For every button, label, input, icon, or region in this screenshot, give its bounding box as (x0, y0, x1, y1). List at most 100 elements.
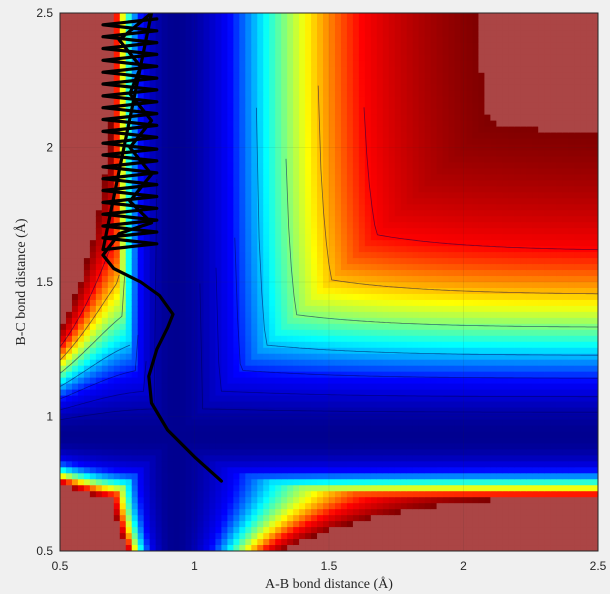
surface-cell (317, 186, 324, 193)
surface-cell (71, 371, 79, 379)
surface-cell (209, 485, 217, 492)
surface-cell (329, 347, 336, 355)
surface-cell (107, 252, 115, 259)
surface-cell (340, 126, 348, 134)
surface-cell (149, 425, 157, 433)
surface-cell (167, 108, 175, 116)
surface-cell (113, 401, 121, 409)
surface-cell (233, 84, 240, 92)
surface-cell (83, 509, 91, 516)
surface-cell (101, 431, 109, 439)
surface-cell (388, 150, 396, 158)
surface-cell (191, 317, 199, 325)
surface-cell (107, 365, 115, 373)
surface-cell (77, 228, 85, 235)
surface-cell (65, 246, 73, 253)
surface-cell (287, 521, 294, 528)
surface-cell (263, 473, 270, 480)
surface-cell (305, 204, 312, 211)
surface-cell (305, 443, 312, 450)
surface-cell (83, 72, 91, 80)
surface-cell (233, 246, 240, 253)
surface-cell (155, 383, 163, 391)
surface-cell (209, 383, 217, 391)
surface-cell (352, 30, 360, 38)
surface-cell (209, 126, 217, 134)
surface-cell (191, 485, 199, 492)
surface-cell (221, 270, 228, 277)
surface-cell (191, 60, 199, 68)
surface-cell (101, 491, 109, 498)
surface-cell (65, 204, 73, 211)
surface-cell (227, 276, 234, 283)
surface-cell (358, 24, 366, 32)
surface-cell (257, 491, 264, 498)
surface-cell (323, 180, 330, 187)
surface-cell (137, 317, 145, 325)
surface-cell (60, 264, 67, 271)
surface-cell (287, 311, 294, 319)
surface-cell (352, 36, 360, 44)
surface-cell (173, 425, 181, 433)
surface-cell (101, 48, 109, 56)
surface-cell (95, 36, 103, 44)
surface-cell (257, 401, 264, 409)
surface-cell (161, 347, 169, 355)
surface-cell (334, 293, 342, 301)
surface-cell (149, 389, 157, 397)
surface-cell (227, 210, 234, 217)
surface-cell (329, 102, 336, 110)
surface-cell (346, 156, 354, 164)
surface-cell (305, 335, 312, 343)
surface-cell (83, 282, 91, 289)
surface-cell (299, 60, 306, 68)
surface-cell (143, 299, 151, 307)
surface-cell (376, 485, 384, 492)
surface-cell (245, 377, 252, 385)
surface-cell (388, 258, 396, 265)
surface-cell (137, 293, 145, 301)
surface-cell (215, 485, 222, 492)
surface-cell (60, 138, 67, 146)
surface-cell (305, 264, 312, 271)
surface-cell (239, 383, 246, 391)
surface-cell (245, 282, 252, 289)
surface-cell (370, 264, 378, 271)
surface-cell (131, 252, 139, 259)
surface-cell (358, 461, 366, 468)
surface-cell (77, 443, 85, 450)
surface-cell (137, 162, 145, 170)
surface-cell (311, 545, 318, 551)
surface-cell (233, 174, 240, 181)
surface-cell (311, 246, 318, 253)
surface-cell (269, 24, 276, 32)
surface-cell (287, 455, 294, 462)
surface-cell (95, 222, 103, 229)
surface-cell (197, 192, 205, 199)
surface-cell (346, 198, 354, 205)
surface-cell (352, 126, 360, 134)
surface-cell (299, 377, 306, 385)
surface-cell (323, 467, 330, 474)
surface-cell (155, 84, 163, 92)
surface-cell (287, 162, 294, 170)
surface-cell (167, 383, 175, 391)
surface-cell (137, 347, 145, 355)
surface-cell (107, 24, 115, 32)
surface-cell (293, 54, 300, 62)
surface-cell (107, 329, 115, 337)
surface-cell (233, 90, 240, 98)
surface-cell (77, 84, 85, 92)
surface-cell (191, 174, 199, 181)
surface-cell (275, 509, 282, 516)
surface-cell (155, 270, 163, 277)
surface-cell (346, 168, 354, 175)
surface-cell (257, 521, 264, 528)
surface-cell (382, 240, 390, 247)
surface-cell (376, 479, 384, 486)
surface-cell (191, 204, 199, 211)
surface-cell (65, 317, 73, 325)
surface-cell (293, 24, 300, 32)
surface-cell (245, 234, 252, 241)
surface-cell (101, 407, 109, 415)
